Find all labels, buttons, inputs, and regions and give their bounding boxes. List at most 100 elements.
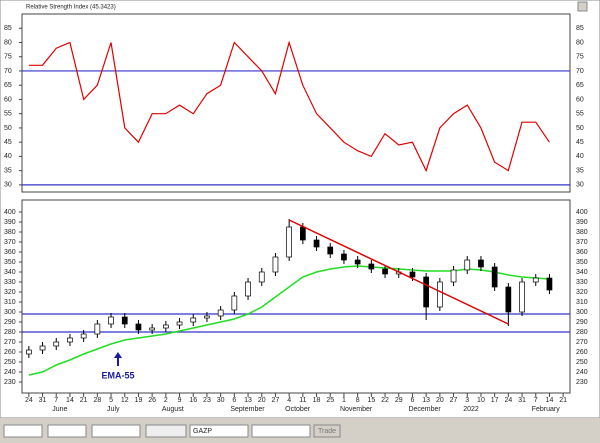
tool-buttons[interactable] <box>145 424 187 438</box>
y-tick-label: 230 <box>4 379 16 386</box>
candle-body <box>121 316 128 325</box>
x-tick-label: 26 <box>148 397 156 404</box>
x-tick-label: 17 <box>491 397 499 404</box>
x-tick-label: 29 <box>395 397 403 404</box>
candle-body <box>272 256 279 273</box>
scroll-button[interactable] <box>577 1 588 12</box>
candle-body <box>423 276 429 308</box>
x-tick-label: 6 <box>410 397 414 404</box>
month-label: September <box>230 406 265 413</box>
x-tick-label: 4 <box>287 397 291 404</box>
candle-body <box>505 286 512 313</box>
y-tick-label: 360 <box>4 249 16 256</box>
x-tick-label: 22 <box>381 397 389 404</box>
symbol-field[interactable] <box>189 424 249 438</box>
y-tick-label: 60 <box>576 96 584 103</box>
x-tick-label: 3 <box>465 397 469 404</box>
x-tick-label: 7 <box>54 397 58 404</box>
color-palette[interactable] <box>91 424 141 438</box>
candle-body <box>39 345 46 351</box>
x-tick-label: 18 <box>313 397 321 404</box>
y-tick-label: 360 <box>576 249 588 256</box>
y-tick-label: 400 <box>576 209 588 216</box>
month-label: July <box>107 406 120 413</box>
y-tick-label: 75 <box>576 54 584 61</box>
y-tick-label: 85 <box>4 25 12 32</box>
candle-body <box>546 277 553 291</box>
candle-body <box>354 259 361 265</box>
candle-body <box>258 271 265 283</box>
y-tick-label: 35 <box>576 167 584 174</box>
x-tick-label: 5 <box>109 397 113 404</box>
y-tick-label: 65 <box>4 82 12 89</box>
y-tick-label: 260 <box>4 349 16 356</box>
y-tick-label: 340 <box>576 269 588 276</box>
trendline <box>288 219 509 325</box>
ema-line <box>28 265 550 376</box>
y-tick-label: 310 <box>4 299 16 306</box>
candle-body <box>176 321 183 326</box>
x-tick-label: 2 <box>164 397 168 404</box>
y-tick-label: 35 <box>4 167 12 174</box>
candle-body <box>491 266 498 288</box>
candle-body <box>149 327 155 331</box>
candle-body <box>245 281 251 297</box>
y-tick-label: 260 <box>576 349 588 356</box>
candle-body <box>204 315 210 319</box>
x-tick-label: 16 <box>189 397 197 404</box>
x-tick-label: 31 <box>39 397 47 404</box>
x-tick-label: 10 <box>477 397 485 404</box>
y-tick-label: 280 <box>576 329 588 336</box>
y-tick-label: 250 <box>4 359 16 366</box>
month-label: February <box>532 406 561 413</box>
x-tick-label: 21 <box>559 397 567 404</box>
rsi-line <box>28 40 550 173</box>
candle-body <box>478 259 484 268</box>
candle-body <box>450 269 457 283</box>
x-tick-label: 13 <box>422 397 430 404</box>
candle-body <box>163 324 169 329</box>
candle-body <box>217 309 224 317</box>
month-label: October <box>285 406 311 413</box>
y-tick-label: 30 <box>576 182 584 189</box>
y-tick-label: 45 <box>4 139 12 146</box>
y-tick-label: 340 <box>4 269 16 276</box>
x-tick-label: 25 <box>326 397 334 404</box>
y-tick-label: 290 <box>4 319 16 326</box>
y-tick-label: 50 <box>576 125 584 132</box>
dropdown[interactable] <box>47 424 87 438</box>
candle-body <box>341 253 347 261</box>
y-tick-label: 60 <box>4 96 12 103</box>
trade-button[interactable] <box>313 424 341 438</box>
rsi-title: Relative Strength Index (45.3423) <box>26 5 116 11</box>
candle-body <box>464 259 471 271</box>
candle-body <box>327 246 334 255</box>
x-tick-label: 14 <box>546 397 554 404</box>
x-tick-label: 9 <box>178 397 182 404</box>
month-label: 2022 <box>463 406 479 413</box>
candle-body <box>53 341 60 347</box>
rsi-panel <box>21 13 571 193</box>
y-tick-label: 290 <box>576 319 588 326</box>
x-tick-label: 23 <box>203 397 211 404</box>
x-tick-label: 15 <box>367 397 375 404</box>
y-tick-label: 320 <box>576 289 588 296</box>
dropdown[interactable] <box>3 424 43 438</box>
symbol: GAZP <box>193 428 212 435</box>
y-tick-label: 330 <box>4 279 16 286</box>
x-tick-label: 20 <box>258 397 266 404</box>
month-label: November <box>340 406 373 413</box>
y-tick-label: 300 <box>4 309 16 316</box>
x-tick-label: 12 <box>121 397 129 404</box>
y-tick-label: 40 <box>576 153 584 160</box>
y-tick-label: 55 <box>4 111 12 118</box>
candle-body <box>437 281 443 308</box>
y-tick-label: 270 <box>4 339 16 346</box>
dropdown[interactable] <box>251 424 311 438</box>
candle-body <box>409 271 416 278</box>
y-tick-label: 30 <box>4 182 12 189</box>
x-tick-label: 7 <box>534 397 538 404</box>
price-panel <box>21 199 571 394</box>
y-tick-label: 390 <box>576 219 588 226</box>
